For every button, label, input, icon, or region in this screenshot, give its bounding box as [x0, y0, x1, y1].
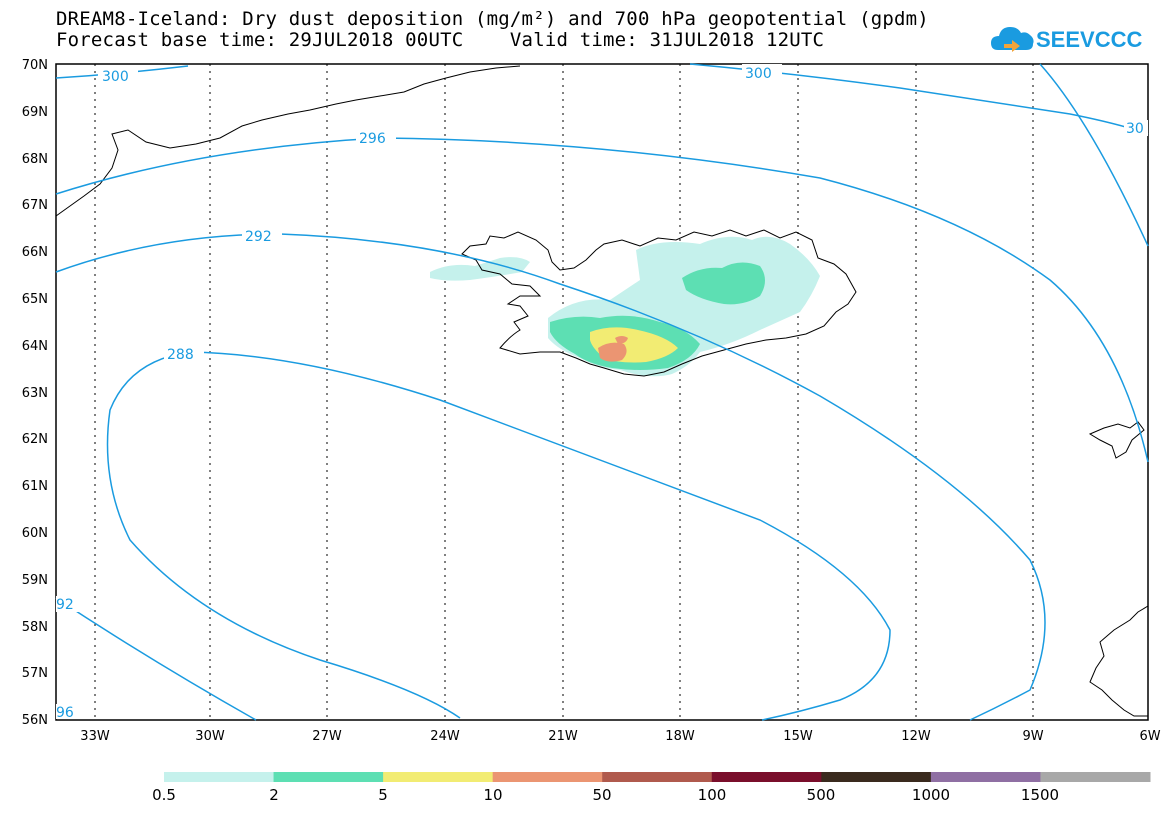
colorbar-swatch: [383, 772, 494, 782]
colorbar-label: 500: [807, 786, 836, 804]
iceland-coast: [461, 229, 857, 377]
colorbar-swatch: [273, 772, 384, 782]
contour-label-group: 300 300 30 296 292 288 92 96: [56, 64, 1148, 721]
lon-label: 6W: [1139, 729, 1160, 744]
lon-label: 33W: [80, 729, 110, 744]
lon-label: 27W: [312, 729, 342, 744]
colorbar-label: 50: [592, 786, 611, 804]
seevccc-logo: SEEVCCC: [990, 22, 1150, 58]
colorbar-swatch: [602, 772, 713, 782]
dust-deposition-field: [430, 236, 820, 377]
contour-label-30: 30: [1126, 121, 1144, 137]
longitude-labels: 33W 30W 27W 24W 21W 18W 15W 12W 9W 6W: [80, 729, 1160, 744]
contour-288: [106, 351, 891, 721]
lon-label: 30W: [195, 729, 225, 744]
dust-area-2-north: [682, 262, 765, 305]
lat-label: 60N: [22, 526, 48, 541]
lon-label: 21W: [548, 729, 578, 744]
logo-text: SEEVCCC: [1036, 27, 1143, 52]
contour-label-288: 288: [167, 347, 194, 363]
coastlines: [55, 65, 1149, 717]
colorbar-swatch: [1040, 772, 1151, 782]
lat-label: 68N: [22, 152, 48, 167]
lon-label: 9W: [1022, 729, 1043, 744]
lat-label: 67N: [22, 198, 48, 213]
lat-label: 62N: [22, 432, 48, 447]
contour-label-296: 296: [359, 131, 386, 147]
lat-label: 61N: [22, 479, 48, 494]
lat-label: 56N: [22, 713, 48, 728]
dust-area-10: [598, 342, 627, 362]
lat-label: 59N: [22, 573, 48, 588]
colorbar-label: 2: [269, 786, 279, 804]
lon-label: 24W: [430, 729, 460, 744]
lat-label: 63N: [22, 386, 48, 401]
cloud-icon: [991, 27, 1034, 52]
contour-292-southwest: [55, 597, 257, 721]
colorbar-label: 1000: [912, 786, 950, 804]
colorbar-label: 10: [483, 786, 502, 804]
scotland-coast: [1089, 605, 1149, 717]
lat-label: 66N: [22, 245, 48, 260]
lat-label: 65N: [22, 292, 48, 307]
colorbar-swatch: [164, 772, 275, 782]
graticule: [94, 64, 1034, 720]
contour-label-92: 92: [56, 597, 74, 613]
colorbar-swatch: [930, 772, 1041, 782]
contour-label-96: 96: [56, 705, 74, 721]
latitude-labels: 70N 69N 68N 67N 66N 65N 64N 63N 62N 61N …: [22, 58, 48, 728]
colorbar-label: 5: [378, 786, 388, 804]
contour-296: [55, 137, 1149, 463]
lat-label: 69N: [22, 105, 48, 120]
faroe-islands: [1088, 421, 1145, 459]
lon-label: 15W: [783, 729, 813, 744]
lat-label: 57N: [22, 666, 48, 681]
contour-label-300-a: 300: [102, 69, 129, 85]
dust-area-0.5-west: [430, 257, 530, 281]
colorbar-label: 0.5: [152, 786, 176, 804]
forecast-times: Forecast base time: 29JUL2018 00UTC Vali…: [56, 29, 825, 51]
contour-label-292: 292: [245, 229, 272, 245]
contour-label-300-b: 300: [745, 66, 772, 82]
colorbar-swatch: [711, 772, 822, 782]
chart-title: DREAM8-Iceland: Dry dust deposition (mg/…: [56, 8, 929, 30]
colorbar: [164, 772, 1151, 782]
lon-label: 12W: [901, 729, 931, 744]
colorbar-swatch: [492, 772, 603, 782]
colorbar-label: 100: [698, 786, 727, 804]
map-frame: [55, 63, 1149, 721]
colorbar-swatch: [821, 772, 932, 782]
greenland-coast: [55, 65, 521, 217]
contour-300-east: [1039, 63, 1149, 247]
lat-label: 70N: [22, 58, 48, 73]
dust-area-10b: [615, 336, 628, 344]
lat-label: 64N: [22, 339, 48, 354]
colorbar-labels: 0.5 2 5 10 50 100 500 1000 1500: [152, 786, 1059, 804]
lon-label: 18W: [665, 729, 695, 744]
lat-label: 58N: [22, 620, 48, 635]
colorbar-label: 1500: [1021, 786, 1059, 804]
